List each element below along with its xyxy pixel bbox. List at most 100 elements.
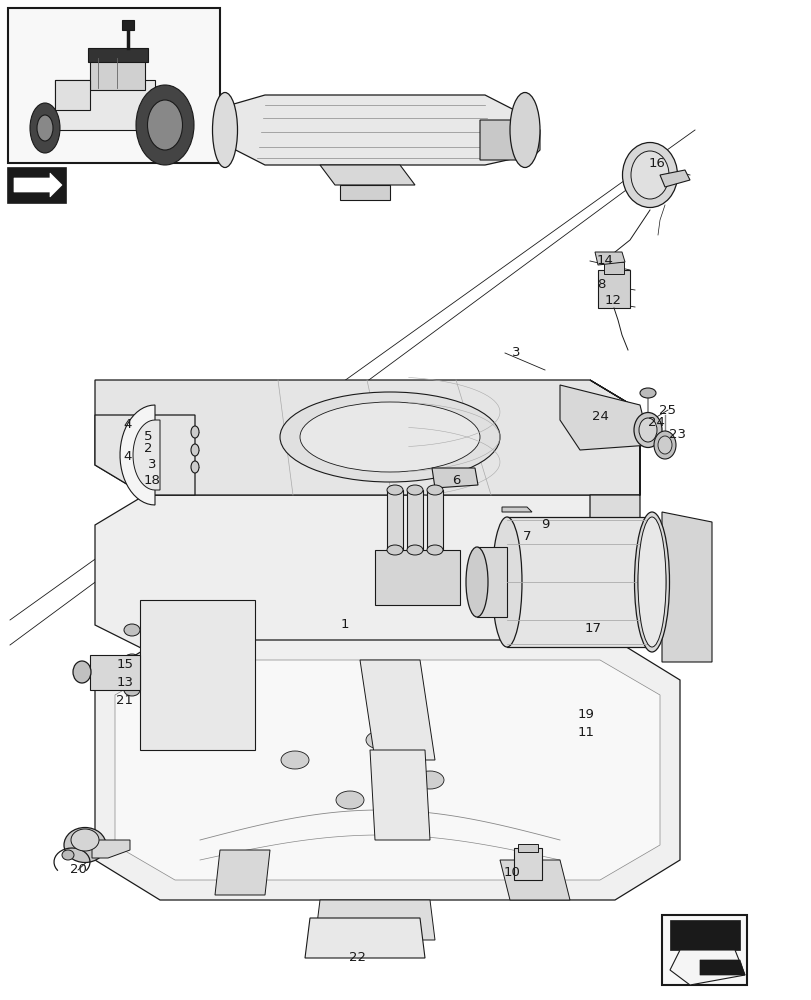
Ellipse shape xyxy=(212,93,237,168)
Ellipse shape xyxy=(653,431,676,459)
Ellipse shape xyxy=(466,547,487,617)
Text: 17: 17 xyxy=(584,621,601,635)
Polygon shape xyxy=(133,420,160,490)
Ellipse shape xyxy=(406,485,423,495)
Ellipse shape xyxy=(622,143,676,208)
Polygon shape xyxy=(120,405,155,505)
Bar xyxy=(375,550,460,605)
Bar xyxy=(517,844,538,852)
Polygon shape xyxy=(95,640,679,900)
Ellipse shape xyxy=(363,933,393,947)
Polygon shape xyxy=(115,660,659,880)
Ellipse shape xyxy=(491,517,521,647)
Polygon shape xyxy=(88,48,148,62)
Text: 19: 19 xyxy=(577,708,594,722)
Ellipse shape xyxy=(630,151,668,199)
Polygon shape xyxy=(305,918,424,958)
Bar xyxy=(597,270,629,308)
Polygon shape xyxy=(590,380,639,650)
Polygon shape xyxy=(669,950,744,985)
Text: 24: 24 xyxy=(646,416,663,428)
Bar xyxy=(661,915,746,985)
Ellipse shape xyxy=(633,412,661,448)
Ellipse shape xyxy=(427,485,443,495)
Ellipse shape xyxy=(415,771,444,789)
Polygon shape xyxy=(55,80,155,130)
Text: 8: 8 xyxy=(596,277,604,290)
Ellipse shape xyxy=(639,388,655,398)
Ellipse shape xyxy=(191,426,199,438)
Ellipse shape xyxy=(281,751,309,769)
Text: 24: 24 xyxy=(591,410,607,422)
Ellipse shape xyxy=(387,545,402,555)
Ellipse shape xyxy=(387,485,402,495)
Ellipse shape xyxy=(638,418,656,442)
Polygon shape xyxy=(431,468,478,488)
Bar xyxy=(8,8,220,163)
Text: 3: 3 xyxy=(148,458,156,472)
Ellipse shape xyxy=(509,93,539,168)
Polygon shape xyxy=(215,850,270,895)
Ellipse shape xyxy=(64,827,106,862)
Ellipse shape xyxy=(299,402,479,472)
Polygon shape xyxy=(220,95,530,165)
Text: 1: 1 xyxy=(341,618,349,632)
Polygon shape xyxy=(506,517,651,647)
Bar xyxy=(8,168,66,203)
Ellipse shape xyxy=(406,545,423,555)
Ellipse shape xyxy=(336,791,363,809)
Polygon shape xyxy=(95,380,639,495)
Text: 10: 10 xyxy=(503,866,520,879)
Polygon shape xyxy=(501,507,531,512)
Ellipse shape xyxy=(191,444,199,456)
Polygon shape xyxy=(340,185,389,200)
Text: 25: 25 xyxy=(659,403,676,416)
Text: 11: 11 xyxy=(577,726,594,738)
Polygon shape xyxy=(320,165,414,185)
Text: 5: 5 xyxy=(144,430,152,442)
Polygon shape xyxy=(476,547,506,617)
Ellipse shape xyxy=(148,100,182,150)
Text: 14: 14 xyxy=(596,254,612,267)
Text: 7: 7 xyxy=(522,530,530,544)
Bar xyxy=(387,490,402,550)
Text: 4: 4 xyxy=(123,418,132,430)
Polygon shape xyxy=(479,120,539,160)
Ellipse shape xyxy=(366,731,393,749)
Text: 21: 21 xyxy=(116,694,133,706)
Ellipse shape xyxy=(657,436,672,454)
Ellipse shape xyxy=(135,85,194,165)
Bar xyxy=(406,490,423,550)
Ellipse shape xyxy=(633,512,669,652)
Text: 3: 3 xyxy=(511,347,520,360)
Polygon shape xyxy=(500,860,569,900)
Text: 12: 12 xyxy=(603,294,620,308)
Text: 15: 15 xyxy=(116,658,133,672)
Polygon shape xyxy=(14,173,62,197)
Bar xyxy=(603,262,623,274)
Polygon shape xyxy=(594,252,624,265)
Polygon shape xyxy=(95,495,639,650)
Text: 13: 13 xyxy=(116,676,133,688)
Text: 23: 23 xyxy=(669,428,685,440)
Text: 2: 2 xyxy=(144,442,152,454)
Polygon shape xyxy=(659,170,689,187)
Ellipse shape xyxy=(280,392,500,482)
Text: 16: 16 xyxy=(648,157,665,170)
Polygon shape xyxy=(315,900,435,940)
Polygon shape xyxy=(90,655,139,690)
Polygon shape xyxy=(669,920,739,950)
Bar xyxy=(139,600,255,750)
Text: 20: 20 xyxy=(70,863,86,876)
Ellipse shape xyxy=(30,103,60,153)
Polygon shape xyxy=(92,840,130,858)
Polygon shape xyxy=(661,512,711,662)
Text: 18: 18 xyxy=(144,474,161,487)
Ellipse shape xyxy=(124,624,139,636)
Bar xyxy=(122,20,134,30)
Bar xyxy=(513,848,541,880)
Ellipse shape xyxy=(124,684,139,696)
Text: 22: 22 xyxy=(349,951,366,964)
Text: 6: 6 xyxy=(451,474,460,487)
Polygon shape xyxy=(699,960,744,975)
